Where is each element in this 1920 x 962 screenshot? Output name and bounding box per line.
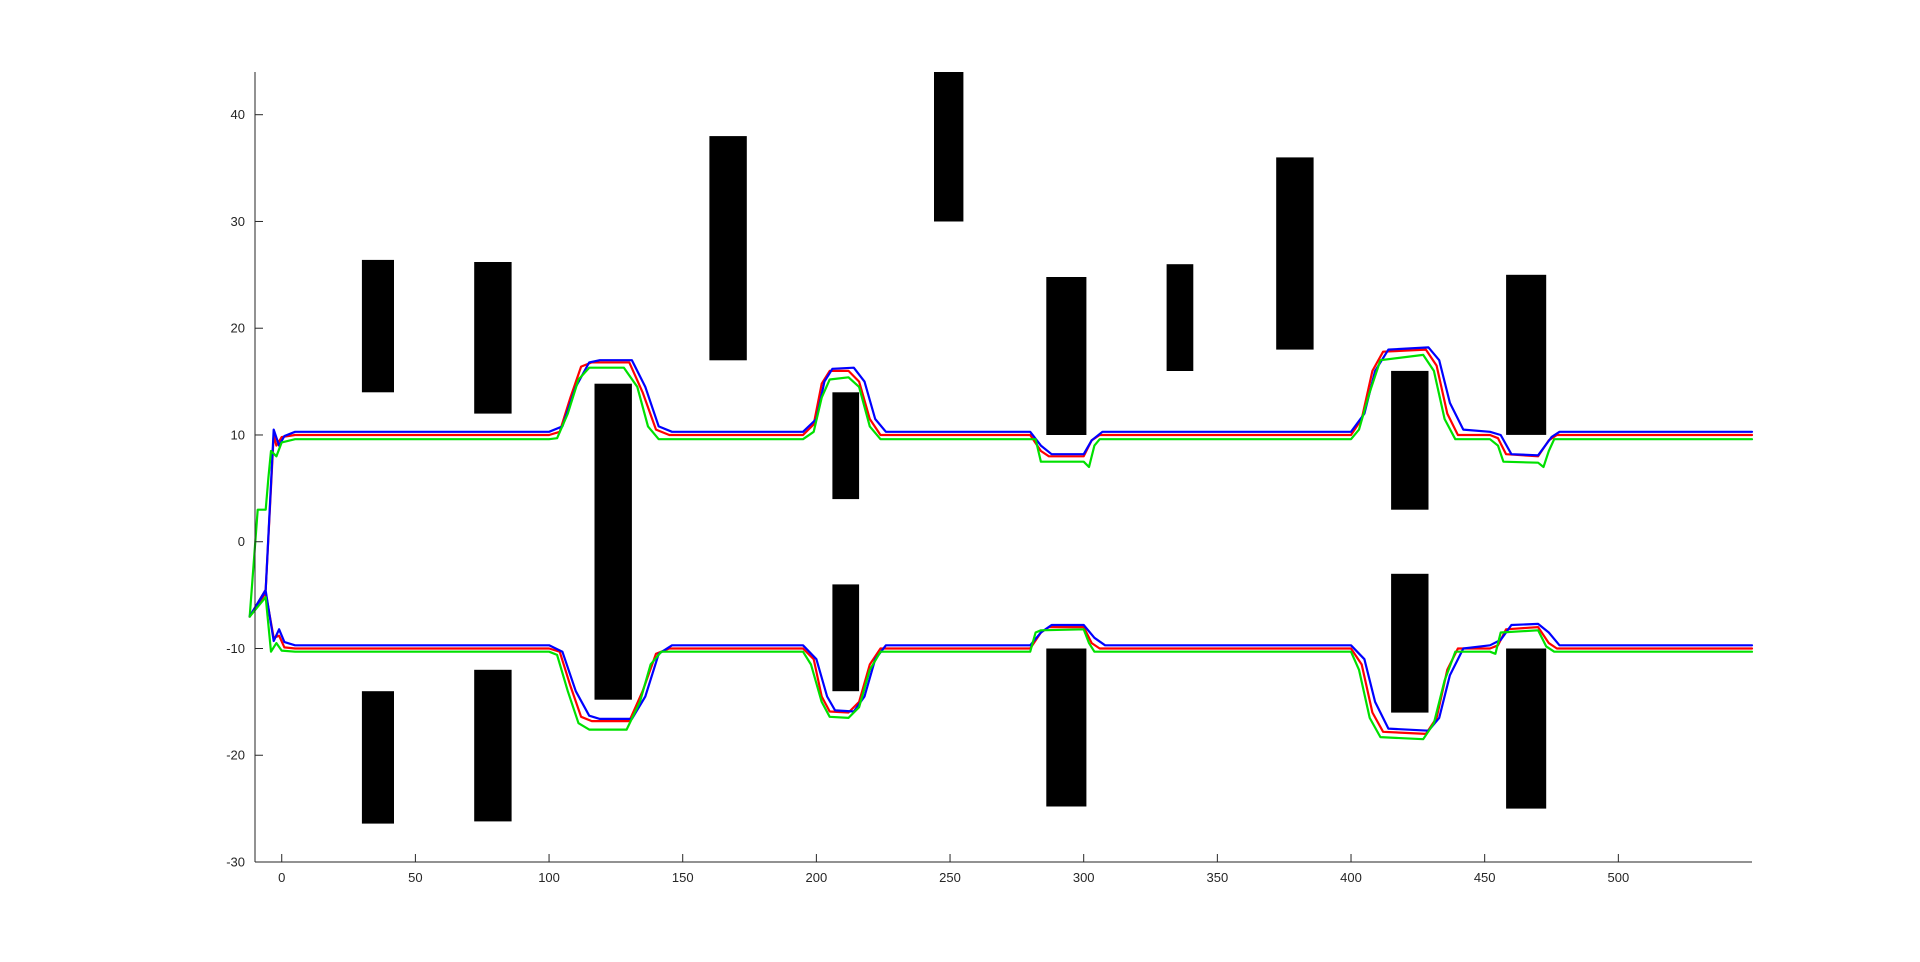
x-tick-label-350: 350: [1207, 870, 1229, 885]
obstacle-rect-9: [594, 383, 632, 700]
obstacle-rect-7: [1276, 157, 1314, 350]
y-tick-label-20: 20: [231, 321, 245, 336]
obstacle-rect-14: [832, 584, 860, 692]
obstacle-rect-6: [1166, 264, 1194, 371]
y-tick-label--20: -20: [226, 748, 245, 763]
obstacle-rect-1: [361, 259, 394, 393]
x-tick-label-500: 500: [1607, 870, 1629, 885]
series-layer: [248, 346, 1754, 741]
y-tick-label-10: 10: [231, 427, 245, 442]
y-axis-ticks: -30 -20 -10 0 10 20 30 40: [226, 107, 263, 870]
obstacle-rect-11: [1391, 370, 1429, 510]
obstacle-rect-2: [474, 262, 512, 414]
obstacle-rect-13: [474, 669, 512, 822]
x-tick-label-50: 50: [408, 870, 422, 885]
obstacle-rect-10: [832, 392, 860, 500]
x-axis-ticks: 0 50 100 150 200 250 300 350 400 450 500: [278, 854, 1629, 885]
obstacle-rect-4: [934, 72, 964, 222]
obstacle-rect-3: [709, 136, 747, 361]
y-tick-label-40: 40: [231, 107, 245, 122]
plot-area: 0 50 100 150 200 250 300 350 400 450 500 -30-20-10…: [226, 72, 1754, 885]
series-line-upper-3: [248, 353, 1754, 618]
obstacle-rect-5: [1046, 277, 1087, 435]
x-tick-label-150: 150: [672, 870, 694, 885]
obstacle-rect-16: [1391, 573, 1429, 713]
x-tick-label-250: 250: [939, 870, 961, 885]
obstacle-rect-8: [1506, 274, 1547, 435]
x-tick-label-450: 450: [1474, 870, 1496, 885]
x-tick-label-300: 300: [1073, 870, 1095, 885]
axes-layer: 0 50 100 150 200 250 300 350 400 450 500 -30-20-10…: [226, 72, 1752, 885]
obstacle-rect-15: [1046, 648, 1087, 807]
x-tick-label-400: 400: [1340, 870, 1362, 885]
series-line-lower-6: [248, 596, 1754, 741]
x-tick-label-200: 200: [806, 870, 828, 885]
x-tick-label-0: 0: [278, 870, 285, 885]
y-tick-label--10: -10: [226, 641, 245, 656]
obstacle-rect-12: [361, 691, 394, 824]
y-tick-label--30: -30: [226, 855, 245, 870]
y-tick-label-30: 30: [231, 214, 245, 229]
obstacle-rect-17: [1506, 648, 1547, 809]
y-tick-label-0: 0: [238, 534, 245, 549]
obstacles-layer: [361, 72, 1547, 824]
x-tick-label-100: 100: [538, 870, 560, 885]
